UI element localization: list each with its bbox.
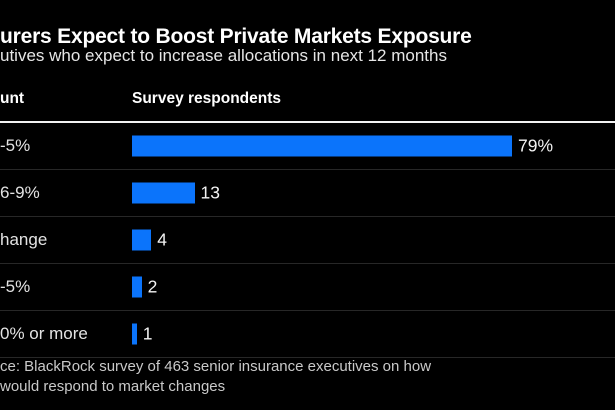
category-label: hange (0, 230, 48, 249)
header-rule (0, 121, 615, 123)
source-note-line2: would respond to market changes (0, 377, 226, 395)
chart-rows: -5% 79% 6-9% 13 hange 4 -5% 2 0% or more 1 (0, 123, 615, 358)
bar (132, 229, 152, 251)
category-label: -5% (0, 277, 31, 296)
chart-title: urers Expect to Boost Private Markets Ex… (0, 25, 472, 48)
table-header: unt Survey respondents (0, 90, 615, 108)
amount-column-header: unt (0, 90, 25, 107)
bar (132, 182, 195, 204)
value-label: 2 (147, 276, 158, 297)
bar (132, 323, 137, 345)
category-label: 0% or more (0, 324, 88, 343)
chart-row: -5% 2 (0, 264, 615, 311)
chart-subtitle: utives who expect to increase allocation… (0, 46, 447, 65)
source-note-line1: ce: BlackRock survey of 463 senior insur… (0, 358, 432, 375)
chart-row: hange 4 (0, 217, 615, 264)
value-label: 13 (200, 182, 220, 203)
category-label: -5% (0, 136, 31, 155)
chart-row: 6-9% 13 (0, 170, 615, 217)
source-note: ce: BlackRock survey of 463 senior insur… (0, 357, 431, 396)
bar (132, 276, 142, 298)
survey-respondents-column-header: Survey respondents (132, 90, 282, 107)
value-label: 1 (142, 323, 153, 344)
chart-row: 0% or more 1 (0, 311, 615, 358)
chart-row: -5% 79% (0, 123, 615, 170)
bar (132, 135, 512, 157)
value-label: 79% (518, 135, 554, 156)
category-label: 6-9% (0, 183, 40, 202)
value-label: 4 (157, 229, 167, 250)
